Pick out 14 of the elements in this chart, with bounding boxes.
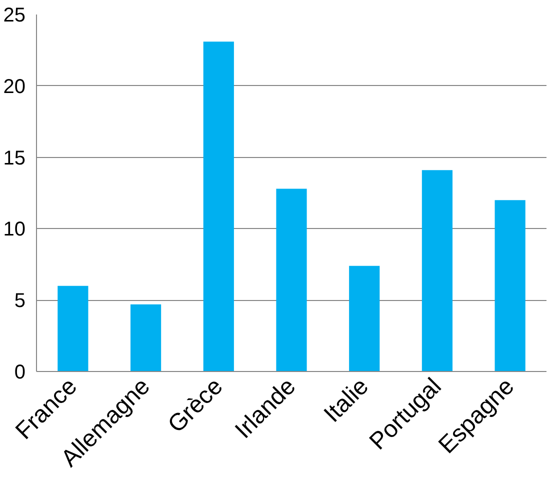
y-tick-label: 5 <box>14 290 26 312</box>
bar <box>276 188 307 372</box>
bar <box>349 266 380 372</box>
bar <box>130 304 162 372</box>
y-tick-label: 10 <box>3 218 26 241</box>
bar <box>422 170 453 372</box>
bar <box>494 200 526 372</box>
y-tick-label: 0 <box>14 362 26 384</box>
y-tick-label: 20 <box>3 76 26 98</box>
bar <box>58 286 88 372</box>
x-tick-label: Italie <box>318 372 374 428</box>
y-tick-label: 25 <box>3 4 26 26</box>
bar <box>203 42 234 372</box>
y-tick-label: 15 <box>3 147 26 170</box>
